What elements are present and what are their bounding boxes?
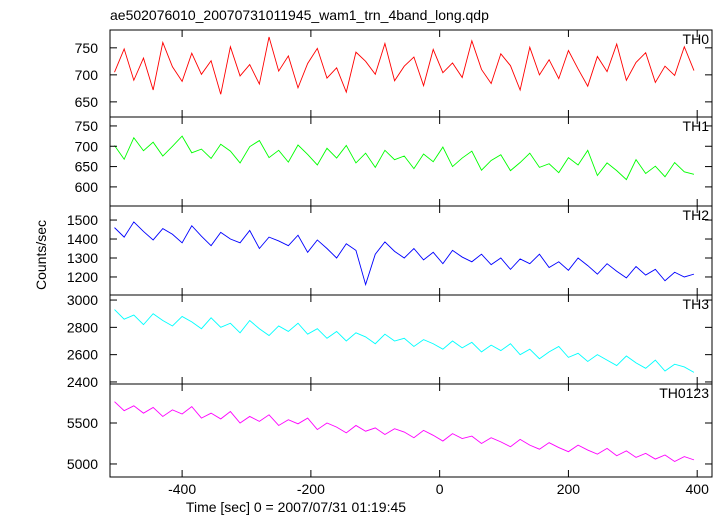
series-line <box>114 36 695 95</box>
panel-label: TH0123 <box>659 385 709 401</box>
panel-frame <box>109 205 713 296</box>
y-tick-label: 5000 <box>67 456 98 472</box>
panel-label: TH2 <box>683 207 710 223</box>
y-axis-label: Counts/sec <box>33 220 49 290</box>
panel-frame <box>109 116 713 207</box>
series-line <box>114 135 695 181</box>
y-tick-label: 750 <box>75 118 99 134</box>
y-tick-label: 600 <box>75 179 99 195</box>
x-tick-label: 200 <box>557 481 581 497</box>
x-tick-label: -200 <box>297 481 325 497</box>
y-tick-label: 2800 <box>67 319 98 335</box>
x-tick-label: -400 <box>168 481 196 497</box>
x-axis-label: Time [sec] 0 = 2007/07/31 01:19:45 <box>186 499 406 515</box>
y-tick-label: 1400 <box>67 231 98 247</box>
series-line <box>114 221 695 287</box>
panel-label: TH1 <box>683 118 710 134</box>
y-tick-label: 2400 <box>67 374 98 390</box>
panel-frame <box>109 294 713 385</box>
y-tick-label: 1200 <box>67 269 98 285</box>
y-tick-label: 3000 <box>67 292 98 308</box>
panel-label: TH0 <box>683 31 710 47</box>
y-tick-label: 700 <box>75 138 99 154</box>
y-tick-label: 700 <box>75 67 99 83</box>
panel-frame <box>109 29 713 118</box>
y-tick-label: 1500 <box>67 212 98 228</box>
x-tick-label: 400 <box>686 481 710 497</box>
y-tick-label: 750 <box>75 40 99 56</box>
y-tick-label: 5500 <box>67 415 98 431</box>
y-tick-label: 650 <box>75 94 99 110</box>
panel-frame <box>109 383 713 478</box>
chart-title: ae502076010_20070731011945_wam1_trn_4ban… <box>110 7 489 23</box>
y-tick-label: 1300 <box>67 250 98 266</box>
series-line <box>114 309 695 373</box>
series-line <box>114 401 695 463</box>
y-tick-label: 650 <box>75 159 99 175</box>
x-tick-label: 0 <box>436 481 444 497</box>
y-tick-label: 2600 <box>67 347 98 363</box>
panel-label: TH3 <box>683 296 710 312</box>
